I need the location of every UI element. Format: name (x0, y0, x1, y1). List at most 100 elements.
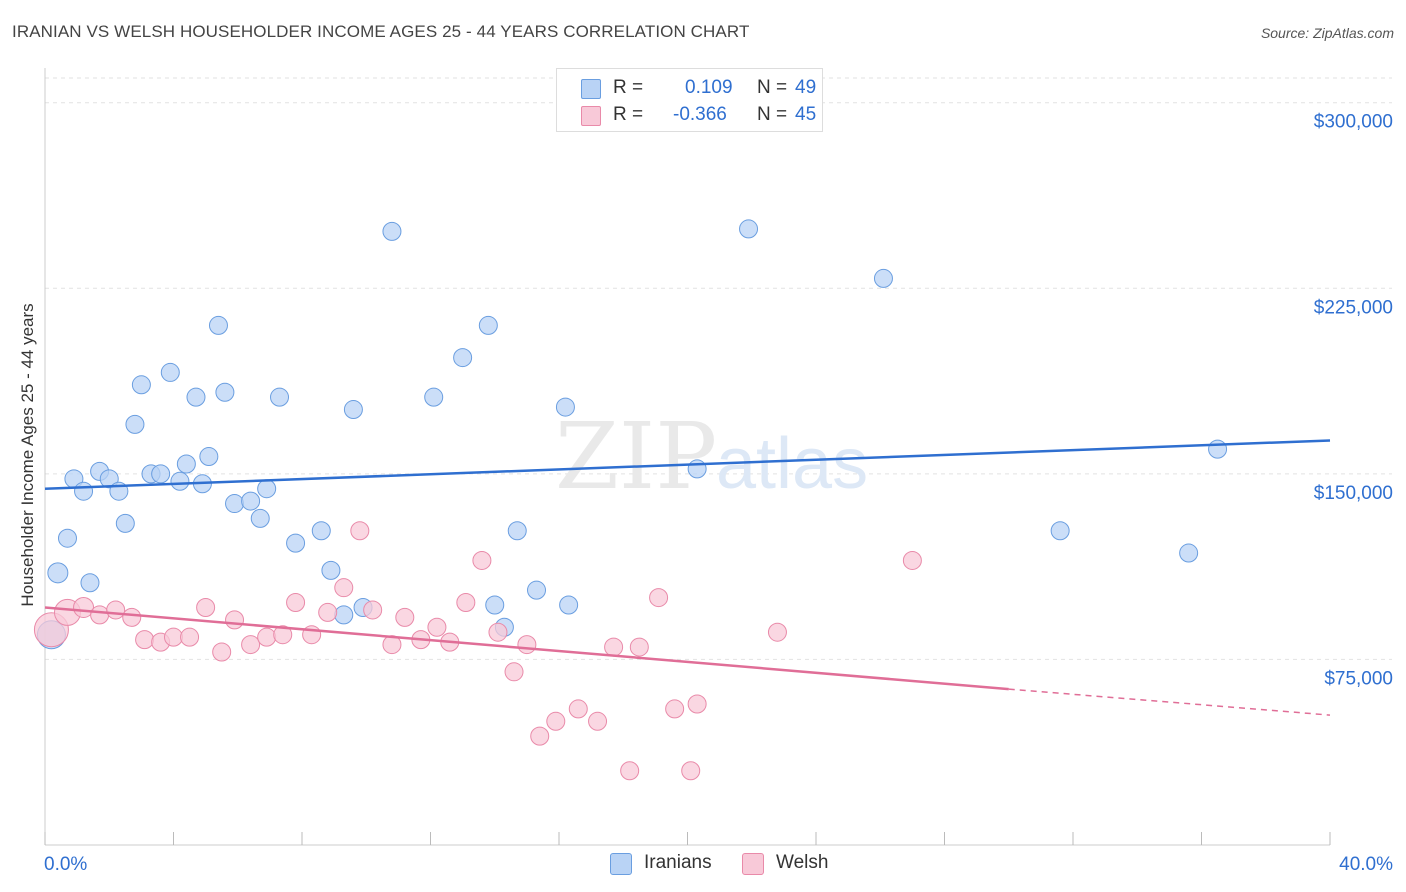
chart-title: IRANIAN VS WELSH HOUSEHOLDER INCOME AGES… (12, 22, 750, 41)
welsh-point (488, 622, 508, 642)
iranian-point (151, 464, 171, 484)
bottom-legend-swatch-welsh (742, 853, 764, 875)
grid-lines (45, 77, 1392, 660)
x-tick-label-min: 0.0% (44, 854, 87, 875)
welsh-trend-line (44, 606, 1009, 691)
legend-swatch-iranians (581, 79, 601, 99)
welsh-point (273, 625, 293, 645)
welsh-point (427, 617, 447, 637)
bottom-legend-swatch-iranians (610, 853, 632, 875)
welsh-point (196, 597, 216, 617)
welsh-point (588, 711, 608, 731)
trend-lines (44, 439, 1331, 716)
iranian-trend-line (44, 439, 1331, 490)
iranian-point (57, 528, 77, 548)
data-points (33, 219, 1228, 781)
welsh-point (665, 699, 685, 719)
source-credit: Source: ZipAtlas.com (1260, 25, 1394, 41)
welsh-point (902, 550, 922, 570)
legend-swatch-welsh (581, 106, 601, 126)
iranian-point (80, 573, 100, 593)
iranian-point (507, 521, 527, 541)
welsh-point (604, 637, 624, 657)
iranian-point (424, 387, 444, 407)
watermark: ZIP atlas (555, 403, 868, 510)
iranian-point (115, 513, 135, 533)
legend-n-value: 49 (795, 77, 817, 98)
iranian-point (186, 387, 206, 407)
welsh-point (180, 627, 200, 647)
iranian-point (453, 348, 473, 368)
iranian-point (199, 447, 219, 467)
legend-r-value: -0.366 (673, 104, 727, 125)
welsh-point (687, 694, 707, 714)
welsh-point (649, 588, 669, 608)
welsh-point (472, 550, 492, 570)
iranian-point (250, 508, 270, 528)
y-tick-label: $300,000 (1314, 112, 1393, 133)
legend-n-label: N = (757, 104, 788, 125)
welsh-point (363, 600, 383, 620)
iranian-point (478, 315, 498, 335)
x-tick-label-max: 40.0% (1339, 854, 1393, 875)
iranian-point (343, 400, 363, 420)
welsh-point (73, 596, 95, 618)
welsh-point (504, 662, 524, 682)
welsh-point (241, 635, 261, 655)
iranian-point (131, 375, 151, 395)
iranian-point (687, 459, 707, 479)
welsh-point (568, 699, 588, 719)
welsh-point (257, 627, 277, 647)
iranian-point (47, 562, 69, 584)
iranian-point (311, 521, 331, 541)
iranian-point (176, 454, 196, 474)
welsh-point (530, 726, 550, 746)
iranian-point (74, 481, 94, 501)
legend-r-label: R = (613, 104, 644, 125)
iranian-point (485, 595, 505, 615)
legend-r-value: 0.109 (685, 77, 733, 98)
welsh-point (286, 593, 306, 613)
welsh-point (122, 607, 142, 627)
legend-n-value: 45 (795, 104, 817, 125)
bottom-legend-label-iranians: Iranians (644, 852, 712, 873)
iranian-point (559, 595, 579, 615)
welsh-point (517, 635, 537, 655)
y-tick-label: $150,000 (1314, 483, 1393, 504)
iranian-point (382, 221, 402, 241)
iranian-point (170, 471, 190, 491)
welsh-point (135, 630, 155, 650)
iranian-point (555, 397, 575, 417)
iranian-point (1050, 521, 1070, 541)
welsh-point (546, 711, 566, 731)
welsh-point (629, 637, 649, 657)
iranian-point (257, 479, 277, 499)
iranian-point (286, 533, 306, 553)
bottom-legend-label-welsh: Welsh (776, 852, 829, 873)
legend-n-label: N = (757, 77, 788, 98)
iranian-point (334, 605, 354, 625)
axes (44, 68, 1331, 846)
welsh-point (318, 602, 338, 622)
welsh-point (212, 642, 232, 662)
tick-labels: $75,000 $150,000 $225,000 $300,000 0.0% 40.0% (44, 112, 1393, 875)
iranian-point (321, 560, 341, 580)
iranian-point (208, 315, 228, 335)
welsh-point (681, 761, 701, 781)
welsh-point (382, 635, 402, 655)
iranian-point (1179, 543, 1199, 563)
y-tick-label: $225,000 (1314, 297, 1393, 318)
iranian-point (873, 268, 893, 288)
iranian-point (241, 491, 261, 511)
welsh-point (106, 600, 126, 620)
iranian-point (270, 387, 290, 407)
watermark-atlas: atlas (716, 424, 868, 504)
iranian-point (527, 580, 547, 600)
welsh-point (767, 622, 787, 642)
correlation-legend: R = 0.109 N = 49 R = -0.366 N = 45 (556, 68, 823, 132)
welsh-point (225, 610, 245, 630)
watermark-zip: ZIP (555, 403, 717, 510)
welsh-point (620, 761, 640, 781)
legend-r-label: R = (613, 77, 644, 98)
